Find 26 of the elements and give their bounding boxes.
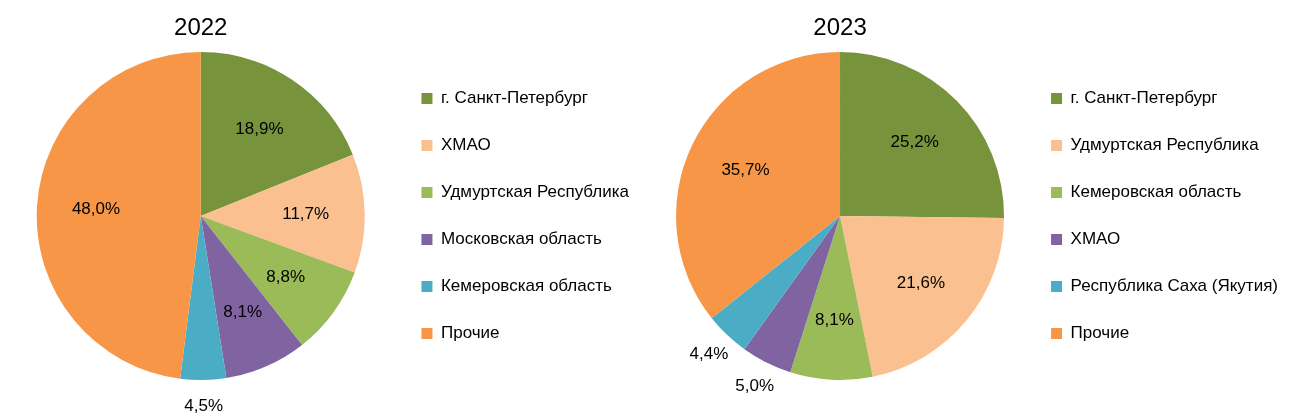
data-label: 8,1%	[223, 301, 263, 321]
data-label: 4,4%	[689, 343, 729, 363]
legend-label: Кемеровская область	[1070, 182, 1242, 202]
data-label: 8,8%	[266, 267, 306, 287]
legend-label: ХМАО	[1070, 229, 1121, 249]
data-label: 25,2%	[890, 131, 939, 151]
legend-label: Московская область	[440, 229, 602, 249]
data-label: 4,5%	[184, 395, 224, 415]
legend-label: Республика Саха (Якутия)	[1070, 276, 1279, 296]
data-label: 11,7%	[282, 204, 330, 224]
data-label: 5,0%	[735, 375, 775, 395]
legend-label: Удмуртская Республика	[440, 182, 630, 202]
chart-title: 2023	[813, 12, 867, 40]
legend-label: г. Санкт-Петербург	[440, 88, 588, 108]
chart-title: 2022	[174, 12, 228, 40]
data-label: 48,0%	[71, 199, 121, 219]
legend-label: г. Санкт-Петербург	[1070, 88, 1218, 108]
legend-label: ХМАО	[440, 135, 491, 155]
data-label: 21,6%	[896, 272, 945, 292]
legend-label: Прочие	[1070, 323, 1130, 343]
data-label: 35,7%	[721, 160, 770, 180]
data-label: 18,9%	[235, 118, 284, 138]
data-label: 8,1%	[815, 310, 854, 330]
legend-label: Прочие	[440, 323, 500, 343]
legend-label: Кемеровская область	[440, 276, 612, 296]
legend-label: Удмуртская Республика	[1070, 135, 1260, 155]
